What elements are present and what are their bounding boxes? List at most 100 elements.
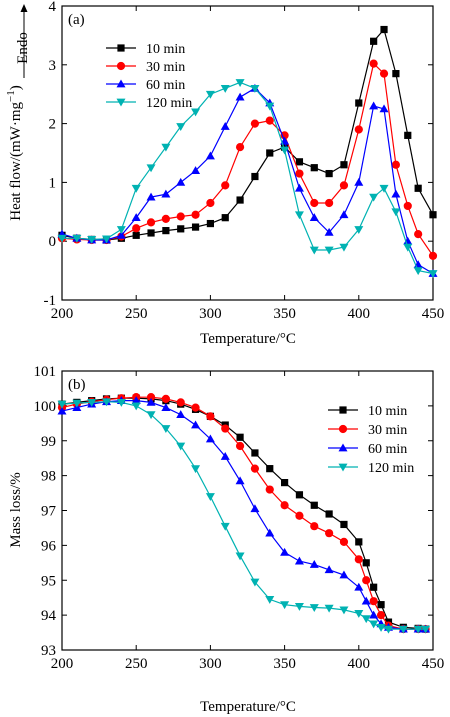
data-point <box>266 149 274 157</box>
data-point <box>421 625 431 634</box>
data-point <box>57 400 67 409</box>
data-point <box>191 465 201 474</box>
data-point <box>176 212 185 221</box>
data-point <box>310 522 319 531</box>
data-point <box>162 227 170 235</box>
data-point <box>280 501 289 510</box>
series-line <box>61 401 426 630</box>
data-point <box>131 184 141 193</box>
panel-a-series <box>57 25 438 279</box>
data-point <box>325 169 333 178</box>
data-point <box>235 552 245 561</box>
data-point <box>146 393 156 402</box>
data-point <box>102 398 112 407</box>
y-tick-label: 95 <box>41 573 56 589</box>
data-point <box>324 227 334 236</box>
data-point <box>391 160 400 169</box>
data-point <box>339 570 349 579</box>
data-point <box>250 119 260 128</box>
x-tick-label: 250 <box>125 656 148 672</box>
data-point <box>235 79 245 87</box>
data-point <box>146 397 156 406</box>
legend-marker <box>116 61 126 71</box>
data-point <box>191 108 201 117</box>
data-point <box>354 555 363 564</box>
data-point <box>309 246 319 255</box>
data-point <box>251 449 259 457</box>
data-point <box>339 243 349 252</box>
endo-arrow-icon <box>20 4 28 78</box>
panel-b-series <box>57 393 431 634</box>
data-point <box>339 210 349 219</box>
data-point <box>266 465 274 473</box>
data-point <box>369 620 379 629</box>
data-point <box>354 226 364 234</box>
panel-a-ylabel-close: ) <box>8 85 24 90</box>
series-line <box>61 87 434 275</box>
x-tick-label: 300 <box>199 656 222 672</box>
data-point <box>369 59 378 68</box>
data-point <box>205 90 215 99</box>
x-tick-label: 400 <box>348 306 371 322</box>
panel-a-plot-frame <box>61 5 434 301</box>
data-point <box>265 102 275 111</box>
data-point <box>161 394 170 403</box>
data-point <box>191 403 200 412</box>
legend-marker <box>117 44 125 52</box>
legend-label: 60 min <box>146 78 185 93</box>
data-point <box>236 433 244 441</box>
data-point <box>355 538 363 546</box>
y-tick-label: 98 <box>41 469 56 485</box>
legend-label: 120 min <box>146 96 192 111</box>
legend-marker <box>116 79 126 88</box>
data-point <box>161 214 170 223</box>
data-point <box>131 396 141 405</box>
data-point <box>324 565 334 574</box>
data-point <box>339 537 349 546</box>
data-point <box>310 164 318 172</box>
panel-a-label: (a) <box>68 12 85 28</box>
x-tick-label: 450 <box>422 306 445 322</box>
series-120-min <box>57 398 431 634</box>
series-120-min <box>57 79 438 279</box>
data-point <box>57 234 67 243</box>
y-tick-label: 99 <box>41 434 56 450</box>
data-point <box>250 578 260 587</box>
data-point <box>414 230 423 239</box>
data-point <box>220 451 230 460</box>
data-point <box>414 184 422 192</box>
data-point <box>403 243 413 252</box>
data-point <box>146 218 156 227</box>
data-point <box>325 529 334 538</box>
data-point <box>413 625 423 634</box>
data-point <box>383 625 393 634</box>
y-tick-label: 101 <box>34 364 57 380</box>
x-tick-label: 350 <box>273 656 296 672</box>
data-point <box>102 235 112 244</box>
data-point <box>236 196 244 204</box>
data-point <box>309 560 319 568</box>
panel-a-ylabel-main: Heat flow/(mW·mg <box>8 102 24 221</box>
data-point <box>391 189 401 198</box>
data-point <box>391 208 401 217</box>
legend-label: 30 min <box>368 423 407 438</box>
legend-label: 120 min <box>368 461 414 476</box>
x-tick-label: 400 <box>348 656 371 672</box>
data-point <box>309 213 319 222</box>
data-point <box>191 420 201 429</box>
x-tick-label: 300 <box>199 306 222 322</box>
y-tick-label: 96 <box>41 538 57 554</box>
endo-label: Endo <box>15 32 31 64</box>
data-point <box>354 610 364 618</box>
legend-label: 30 min <box>146 60 185 75</box>
y-tick-label: 2 <box>49 117 57 133</box>
x-tick-label: 200 <box>51 656 74 672</box>
data-point <box>380 25 388 34</box>
data-point <box>376 623 386 632</box>
data-point <box>379 184 389 193</box>
data-point <box>379 69 389 78</box>
data-point <box>355 99 363 107</box>
data-point <box>220 522 230 531</box>
x-tick-label: 250 <box>125 306 148 322</box>
